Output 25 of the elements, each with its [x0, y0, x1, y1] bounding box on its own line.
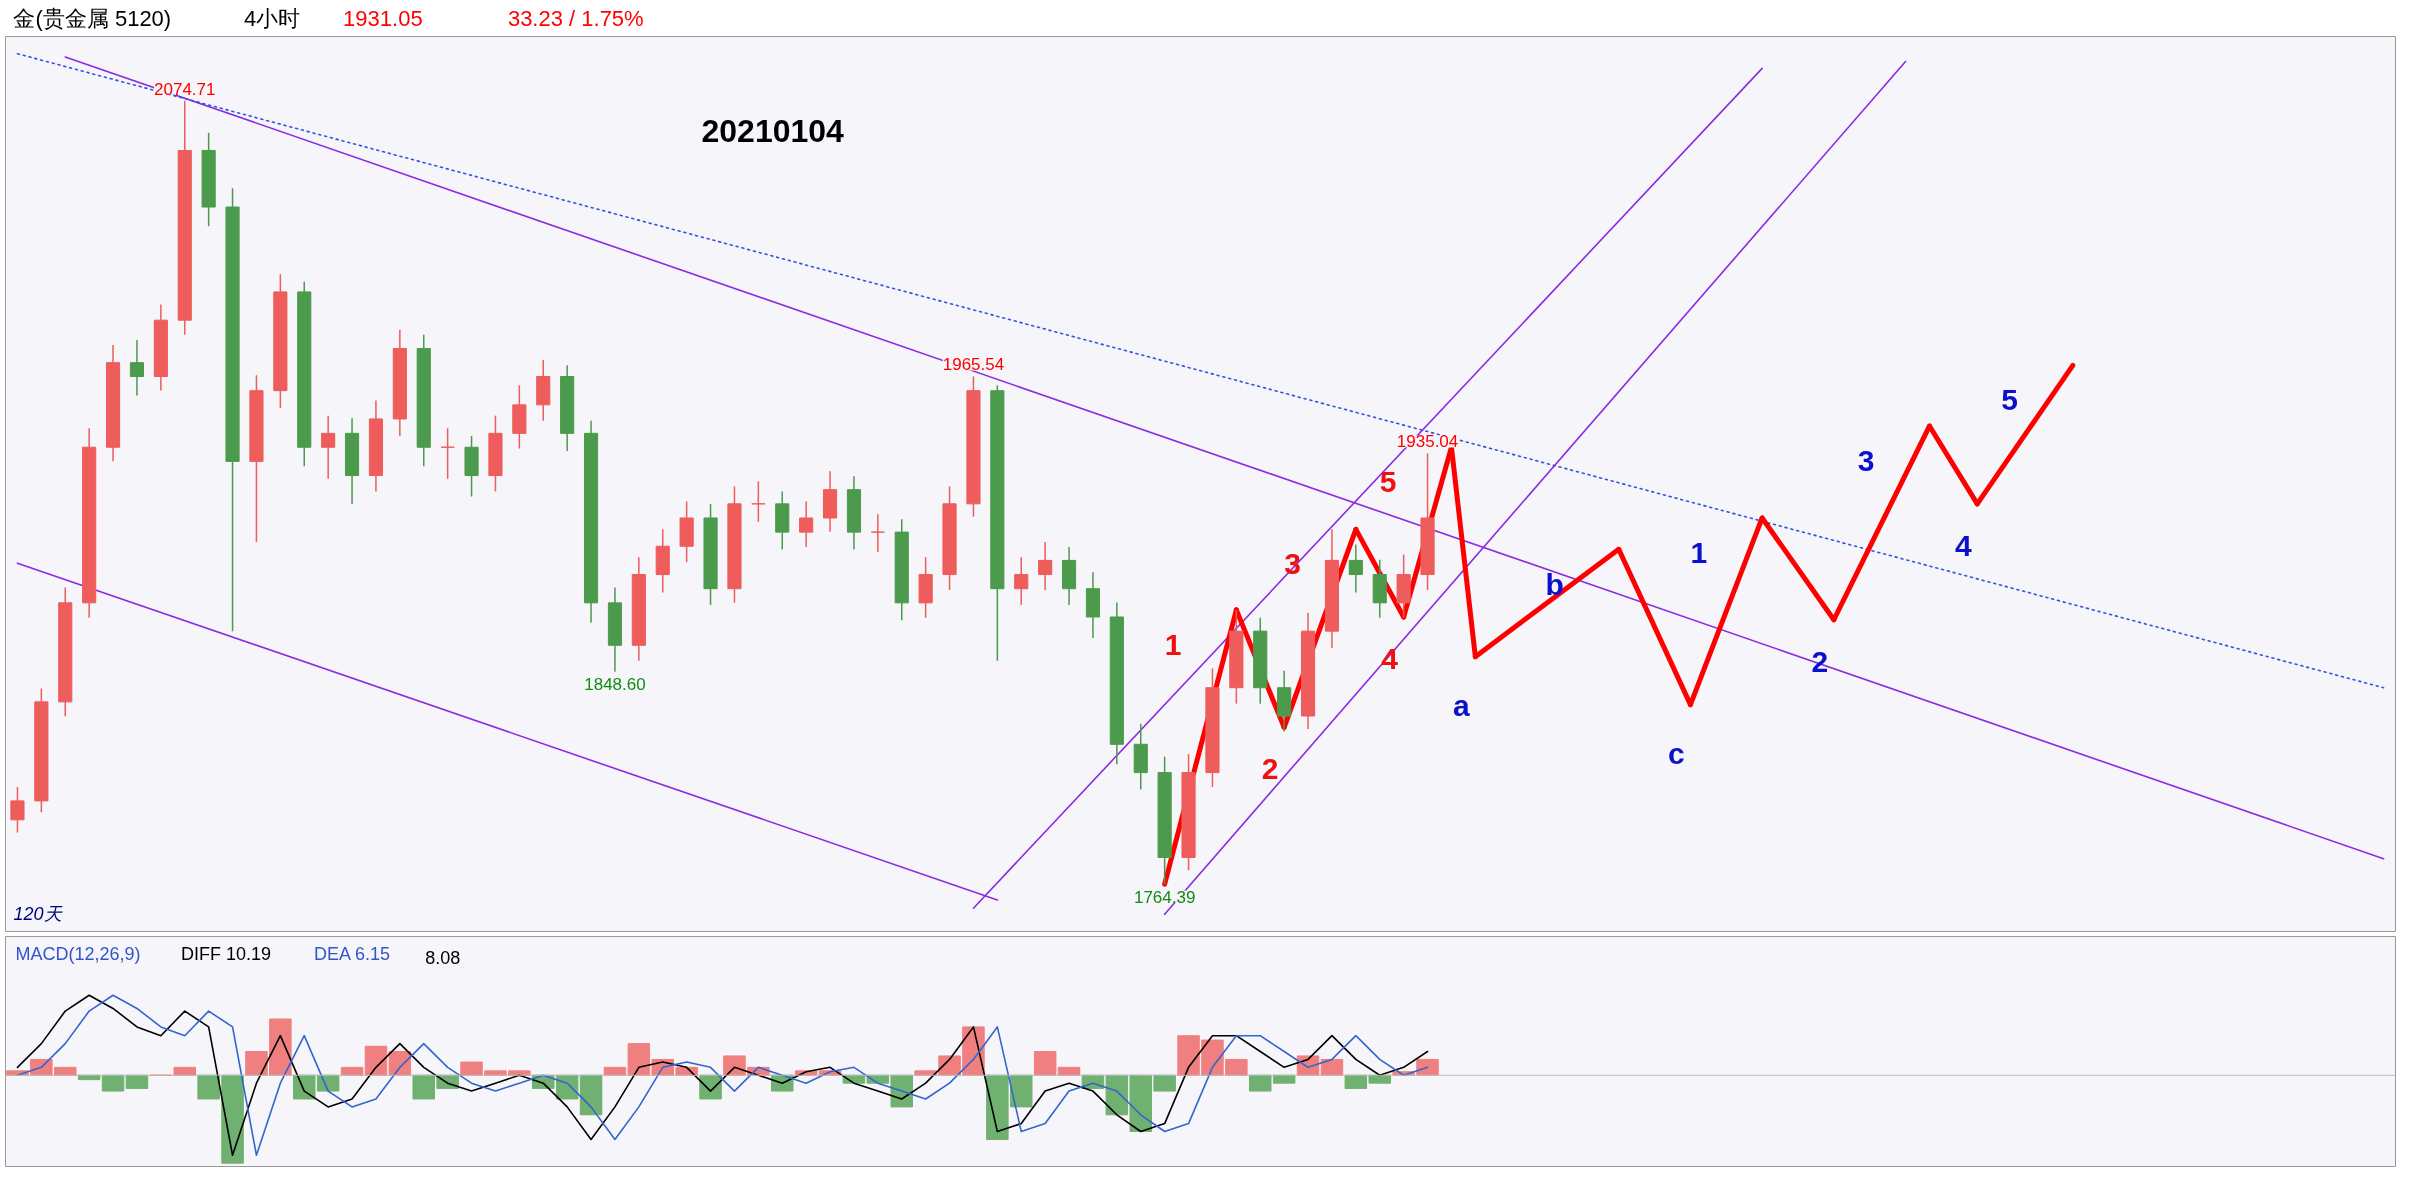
text: DIFF 10.19	[180, 943, 271, 964]
series-label: c	[1668, 736, 1685, 770]
series-label: 4	[1954, 528, 1972, 562]
text: 1935.04	[1396, 432, 1459, 452]
text: 1965.54	[942, 355, 1005, 375]
text: 金(贵金属 5120)	[13, 6, 172, 31]
text: 1764.39	[1133, 887, 1196, 907]
series-label: 1	[1164, 627, 1182, 661]
series-label: 5	[2001, 383, 2018, 417]
series-label: 2	[1261, 752, 1279, 786]
series-label: 1	[1690, 535, 1708, 569]
text: 33.23 / 1.75%	[507, 6, 644, 31]
text: MACD(12,26,9)	[15, 943, 141, 964]
series-label: 3	[1857, 444, 1875, 478]
series-label: 5	[1379, 465, 1397, 499]
text: DEA 6.15	[313, 943, 390, 964]
text: 8.08	[425, 947, 461, 968]
chart-title: 20210104	[701, 112, 845, 149]
text: 2074.71	[154, 79, 216, 99]
text: 1931.05	[343, 6, 423, 31]
series-label: a	[1453, 688, 1471, 722]
text: 4小时	[244, 6, 301, 31]
text: 1848.60	[584, 674, 646, 694]
series-label: b	[1545, 567, 1564, 601]
text: 120天	[13, 903, 63, 924]
